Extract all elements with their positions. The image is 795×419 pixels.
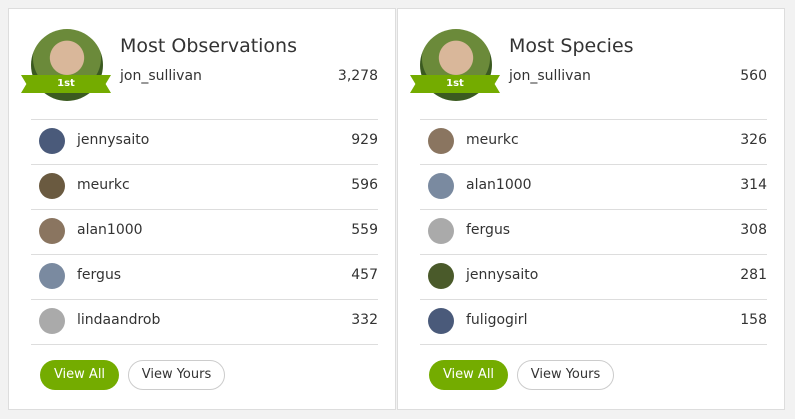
panel-title: Most Species	[509, 35, 634, 57]
leaderboard-panel: 1st Most Observations jon_sullivan 3,278 jen…	[8, 8, 396, 410]
user-avatar	[39, 308, 65, 334]
user-name[interactable]: meurkc	[466, 132, 519, 148]
row-separator	[31, 164, 378, 165]
user-avatar	[39, 263, 65, 289]
button[interactable]: View All	[40, 360, 119, 390]
user-name[interactable]: alan1000	[77, 222, 143, 238]
row-separator	[420, 344, 767, 345]
user-count: 559	[351, 222, 378, 238]
user-avatar	[428, 218, 454, 244]
leader-count: 3,278	[337, 68, 378, 84]
rank-ribbon: 1st	[410, 75, 500, 93]
user-avatar	[428, 128, 454, 154]
user-count: 457	[351, 267, 378, 283]
row-separator	[31, 254, 378, 255]
user-avatar	[428, 308, 454, 334]
button[interactable]: View All	[429, 360, 508, 390]
user-count: 281	[740, 267, 767, 283]
button[interactable]: View Yours	[517, 360, 614, 390]
leader-name[interactable]: jon_sullivan	[509, 68, 591, 84]
user-count: 314	[740, 177, 767, 193]
user-name[interactable]: fergus	[466, 222, 511, 238]
user-name[interactable]: meurkc	[77, 177, 130, 193]
user-name[interactable]: fergus	[77, 267, 122, 283]
user-count: 158	[740, 312, 767, 328]
row-separator	[420, 254, 767, 255]
row-separator	[31, 299, 378, 300]
user-avatar	[39, 173, 65, 199]
leader-count: 560	[740, 68, 767, 84]
row-separator	[31, 119, 378, 120]
user-avatar	[39, 128, 65, 154]
row-separator	[31, 209, 378, 210]
user-name[interactable]: jennysaito	[77, 132, 150, 148]
leader-name[interactable]: jon_sullivan	[120, 68, 202, 84]
row-separator	[420, 164, 767, 165]
user-count: 596	[351, 177, 378, 193]
user-avatar	[39, 218, 65, 244]
rank-ribbon: 1st	[21, 75, 111, 93]
row-separator	[420, 119, 767, 120]
user-avatar	[428, 173, 454, 199]
user-name[interactable]: lindaandrob	[77, 312, 161, 328]
button[interactable]: View Yours	[128, 360, 225, 390]
user-name[interactable]: alan1000	[466, 177, 532, 193]
user-name[interactable]: fuligogirl	[466, 312, 528, 328]
user-count: 929	[351, 132, 378, 148]
panel-title: Most Observations	[120, 35, 298, 57]
row-separator	[420, 209, 767, 210]
user-count: 332	[351, 312, 378, 328]
leaderboard-panel: 1st Most Species jon_sullivan 560 meurkc 326 a…	[397, 8, 785, 410]
row-separator	[420, 299, 767, 300]
user-name[interactable]: jennysaito	[466, 267, 539, 283]
row-separator	[31, 344, 378, 345]
user-avatar	[428, 263, 454, 289]
user-count: 326	[740, 132, 767, 148]
user-count: 308	[740, 222, 767, 238]
